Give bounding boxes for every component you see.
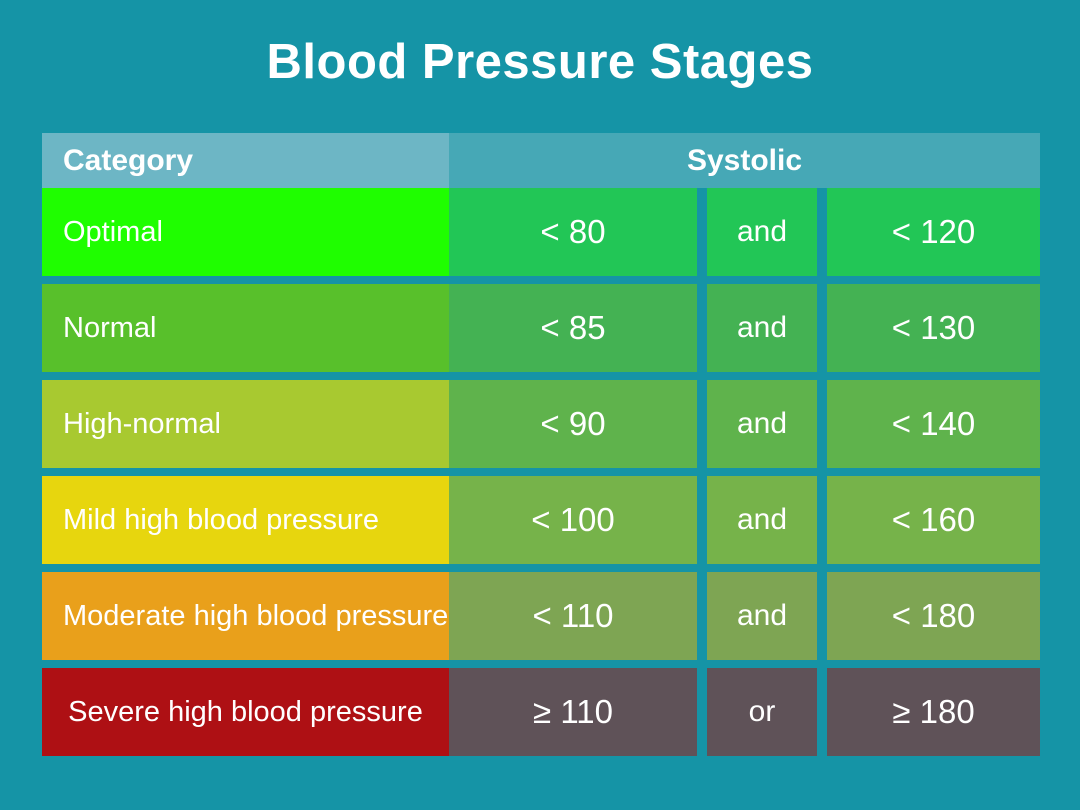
page-title: Blood Pressure Stages [266,35,814,89]
conjunction-cell: and [707,380,817,468]
category-cell: High-normal [42,380,449,468]
table-row-severe: Severe high blood pressure ≥ 110 or ≥ 18… [42,668,1040,756]
header-category: Category [42,133,449,188]
conjunction-cell: and [707,476,817,564]
table-row-normal: Normal < 85 and < 130 [42,284,1040,372]
value-high-cell: < 120 [827,188,1040,276]
value-high-cell: < 180 [827,572,1040,660]
blood-pressure-table: Category Systolic Optimal < 80 and < 120… [42,133,1040,756]
value-high-cell: ≥ 180 [827,668,1040,756]
value-high-cell: < 130 [827,284,1040,372]
value-high-cell: < 140 [827,380,1040,468]
table-row-high-normal: High-normal < 90 and < 140 [42,380,1040,468]
conjunction-cell: and [707,284,817,372]
table-header-row: Category Systolic [42,133,1040,188]
category-cell: Mild high blood pressure [42,476,449,564]
header-systolic: Systolic [449,133,1040,188]
value-low-cell: < 80 [449,188,697,276]
value-low-cell: < 110 [449,572,697,660]
value-low-cell: ≥ 110 [449,668,697,756]
conjunction-cell: and [707,572,817,660]
table-row-mild: Mild high blood pressure < 100 and < 160 [42,476,1040,564]
category-cell: Severe high blood pressure [42,668,449,756]
value-low-cell: < 85 [449,284,697,372]
conjunction-cell: and [707,188,817,276]
category-cell: Moderate high blood pressure [42,572,449,660]
table-row-optimal: Optimal < 80 and < 120 [42,188,1040,276]
value-low-cell: < 90 [449,380,697,468]
category-cell: Normal [42,284,449,372]
value-low-cell: < 100 [449,476,697,564]
category-cell: Optimal [42,188,449,276]
table-row-moderate: Moderate high blood pressure < 110 and <… [42,572,1040,660]
conjunction-cell: or [707,668,817,756]
value-high-cell: < 160 [827,476,1040,564]
